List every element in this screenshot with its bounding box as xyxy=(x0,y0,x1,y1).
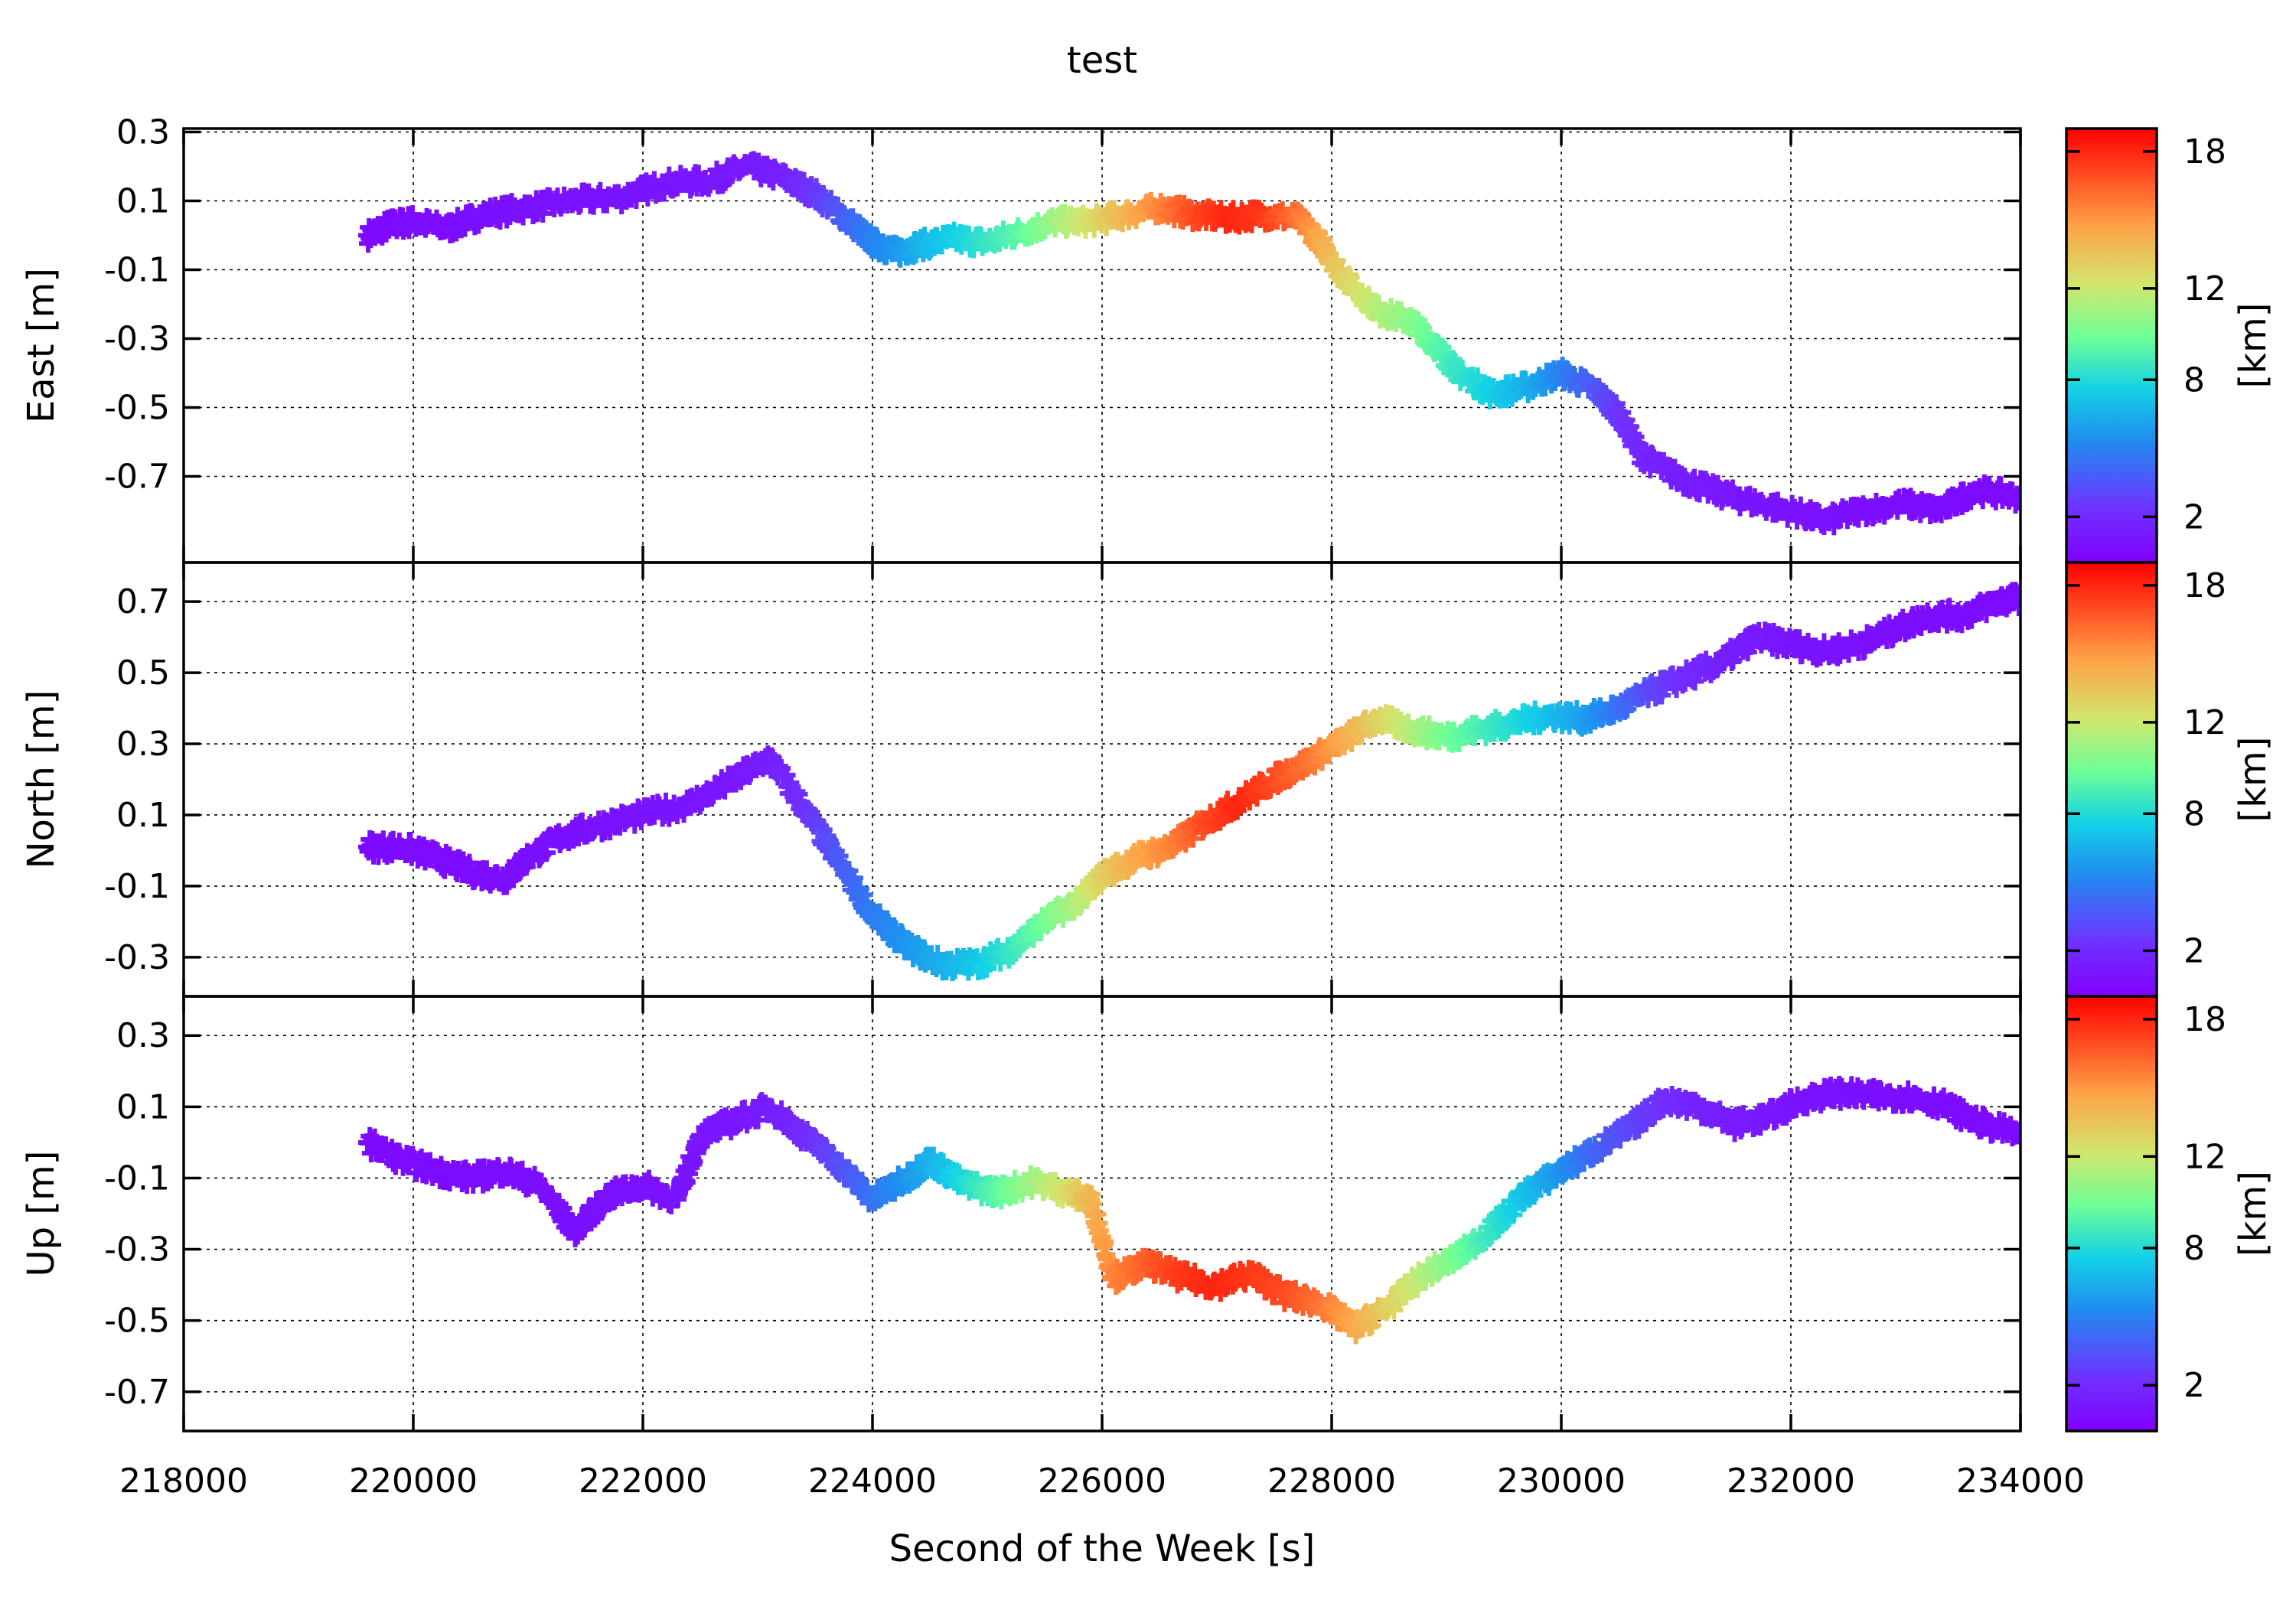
colorbar-tick-label: 12 xyxy=(2183,703,2226,742)
y-tick-label: -0.5 xyxy=(104,389,170,428)
data-marker xyxy=(854,885,873,905)
y-tick-label: -0.3 xyxy=(104,938,170,977)
colorbar-tick-label: 8 xyxy=(2183,1229,2205,1268)
colorbar-label: [km] xyxy=(2232,1171,2275,1257)
y-tick-label: -0.1 xyxy=(104,867,170,906)
colorbar: 2 8 12 18 [km] xyxy=(2065,561,2275,998)
data-point xyxy=(2011,588,2020,608)
data-point xyxy=(2011,487,2020,507)
data-series xyxy=(358,1075,2020,1345)
colorbar: 2 8 12 18 [km] xyxy=(2065,127,2275,564)
y-tick-label: 0.3 xyxy=(116,725,170,764)
colorbar-label: [km] xyxy=(2232,736,2275,822)
y-tick-label: -0.1 xyxy=(104,251,170,290)
plot-frame xyxy=(182,995,2022,1433)
y-axis-label: Up [m] xyxy=(20,1150,63,1276)
colorbar-tick-label: 12 xyxy=(2183,269,2226,308)
x-axis-ticks: 218000 220000 222000 224000 226000 228000 2300… xyxy=(119,1462,2085,1501)
x-tick-label: 222000 xyxy=(579,1462,707,1501)
colorbar-tick-label: 8 xyxy=(2183,794,2205,833)
panel-2: 0.7 0.5 0.3 0.1 -0.1 -0.3 North [m] 2 8 12 18 [km] xyxy=(20,561,2275,998)
y-tick-label: 0.1 xyxy=(116,182,170,221)
colorbar-label: [km] xyxy=(2232,302,2275,388)
data-series xyxy=(358,582,2020,982)
y-tick-label: 0.3 xyxy=(116,1016,170,1055)
x-tick-label: 220000 xyxy=(349,1462,478,1501)
y-tick-label: 0.3 xyxy=(116,113,170,152)
x-tick-label: 234000 xyxy=(1956,1462,2085,1501)
colorbar-tick-label: 18 xyxy=(2183,132,2226,171)
y-tick-label: -0.7 xyxy=(104,458,170,497)
y-tick-label: -0.3 xyxy=(104,320,170,359)
y-tick-label: 0.1 xyxy=(116,796,170,835)
y-tick-label: -0.7 xyxy=(104,1373,170,1412)
colorbar-gradient xyxy=(2065,561,2158,998)
x-axis-label: Second of the Week [s] xyxy=(889,1527,1316,1570)
colorbar-tick-label: 2 xyxy=(2183,1366,2205,1405)
data-marker xyxy=(497,210,517,229)
x-tick-label: 224000 xyxy=(808,1462,937,1501)
y-tick-label: -0.3 xyxy=(104,1231,170,1270)
colorbar-gradient xyxy=(2065,127,2158,564)
x-tick-label: 230000 xyxy=(1497,1462,1626,1501)
colorbar-gradient xyxy=(2065,995,2158,1433)
x-tick-label: 226000 xyxy=(1038,1462,1166,1501)
y-tick-label: 0.5 xyxy=(116,654,170,693)
colorbar-tick-label: 12 xyxy=(2183,1137,2226,1176)
data-marker xyxy=(1369,295,1388,314)
colorbar-tick-label: 18 xyxy=(2183,1000,2226,1039)
data-series xyxy=(358,151,2020,536)
y-tick-label: 0.1 xyxy=(116,1087,170,1126)
panel-1: 0.3 0.1 -0.1 -0.3 -0.5 -0.7 East [m] 2 8 12 18 [km] xyxy=(20,113,2275,564)
data-point xyxy=(2011,1126,2020,1145)
x-tick-label: 232000 xyxy=(1727,1462,1855,1501)
y-tick-label: 0.7 xyxy=(116,582,170,621)
x-tick-label: 218000 xyxy=(119,1462,248,1501)
panels: 0.3 0.1 -0.1 -0.3 -0.5 -0.7 East [m] 2 8 12 18 [km]… xyxy=(20,113,2275,1501)
data-marker xyxy=(748,1110,768,1129)
data-marker xyxy=(1254,1266,1274,1285)
colorbar-tick-label: 8 xyxy=(2183,360,2205,399)
y-axis-label: East [m] xyxy=(20,268,63,423)
y-tick-label: -0.5 xyxy=(104,1302,170,1341)
colorbar-tick-label: 2 xyxy=(2183,931,2205,970)
colorbar: 2 8 12 18 [km] xyxy=(2065,995,2275,1433)
y-tick-label: -0.1 xyxy=(104,1159,170,1198)
chart-title: test xyxy=(1067,39,1137,82)
panel-3: 0.3 0.1 -0.1 -0.3 -0.5 -0.7 Up [m] 2 8 12 18 [km] xyxy=(20,995,2275,1433)
colorbar-tick-label: 2 xyxy=(2183,497,2205,536)
y-axis-label: North [m] xyxy=(20,690,63,869)
x-tick-label: 228000 xyxy=(1267,1462,1396,1501)
colorbar-tick-label: 18 xyxy=(2183,566,2226,605)
